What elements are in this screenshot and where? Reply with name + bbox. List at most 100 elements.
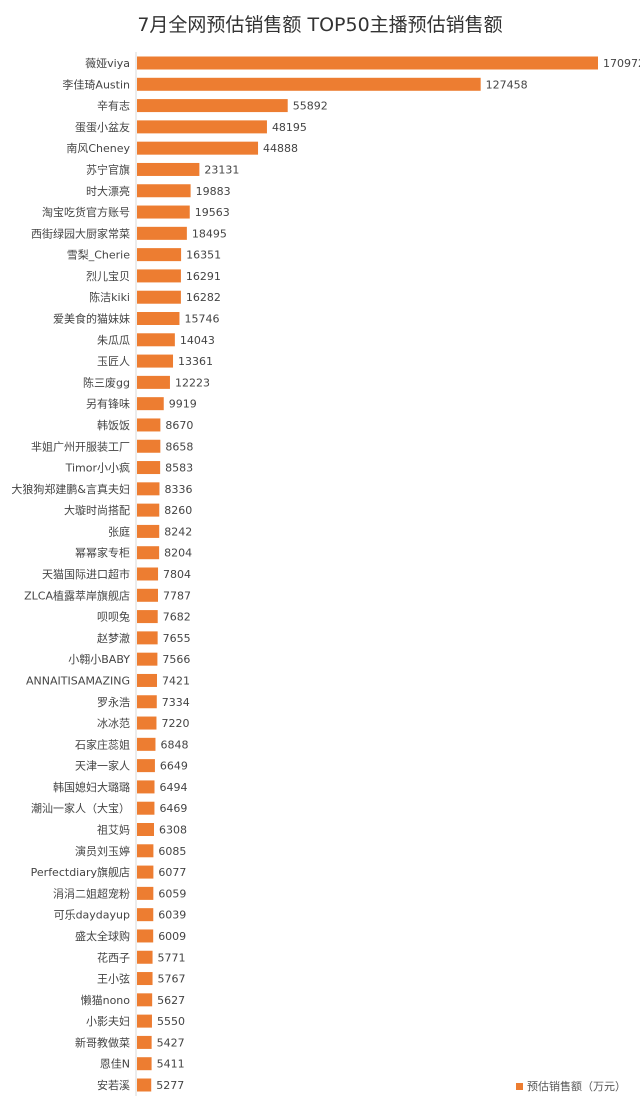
category-label: 烈儿宝贝 — [86, 269, 130, 283]
data-label: 5550 — [157, 1015, 185, 1028]
data-label: 6649 — [160, 760, 188, 773]
data-label: 8336 — [164, 483, 192, 496]
data-label: 55892 — [293, 100, 328, 113]
bar — [137, 461, 161, 475]
category-label: 罗永浩 — [97, 695, 130, 709]
category-label: 陈三废gg — [83, 375, 130, 389]
bar — [137, 993, 153, 1007]
category-label: 芈姐广州开服装工厂 — [31, 439, 130, 453]
bar — [137, 652, 158, 666]
category-label: 盛太全球购 — [75, 929, 130, 943]
data-label: 14043 — [180, 334, 215, 347]
category-label: 韩饭饭 — [97, 418, 130, 432]
category-label: 演员刘玉婷 — [75, 844, 130, 858]
data-label: 7566 — [162, 653, 190, 666]
bar — [137, 1057, 152, 1071]
data-label: 7334 — [162, 696, 190, 709]
bar — [137, 333, 175, 347]
category-label: 雪梨_Cherie — [67, 248, 130, 262]
bar — [137, 290, 181, 304]
category-label: 李佳琦Austin — [62, 77, 130, 91]
category-label: 呗呗兔 — [97, 610, 130, 624]
data-label: 9919 — [169, 398, 197, 411]
bar — [137, 269, 181, 283]
category-label: 陈洁kiki — [89, 290, 130, 304]
category-label: 另有锋味 — [86, 397, 130, 411]
category-label: 王小弦 — [97, 972, 130, 986]
data-label: 8658 — [165, 440, 193, 453]
category-label: 辛有志 — [97, 99, 130, 113]
data-label: 18495 — [192, 227, 227, 240]
bar — [137, 77, 481, 91]
category-label: ANNAITISAMAZING — [26, 674, 130, 687]
data-label: 6059 — [158, 887, 186, 900]
bar — [137, 1035, 152, 1049]
data-label: 7421 — [162, 674, 190, 687]
category-label: 天津一家人 — [75, 759, 130, 773]
data-label: 48195 — [272, 121, 307, 134]
bar — [137, 972, 153, 986]
bar — [137, 439, 161, 453]
bar — [137, 503, 160, 517]
legend-swatch — [516, 1082, 523, 1090]
data-label: 8670 — [165, 419, 193, 432]
data-label: 5627 — [157, 994, 185, 1007]
data-label: 16351 — [186, 249, 221, 262]
bar — [137, 1078, 152, 1092]
bar — [137, 759, 155, 773]
bar — [137, 610, 158, 624]
category-label: 朱瓜瓜 — [97, 334, 130, 347]
bar — [137, 418, 161, 432]
data-label: 13361 — [178, 355, 213, 368]
category-label: 新哥教做菜 — [75, 1035, 130, 1049]
data-label: 5277 — [156, 1079, 184, 1092]
bar — [137, 695, 157, 709]
bar — [137, 631, 158, 645]
data-label: 8583 — [165, 462, 193, 475]
category-label: Perfectdiary旗舰店 — [31, 865, 130, 879]
bar — [137, 929, 154, 943]
category-label: 幂幂家专柜 — [75, 546, 130, 560]
category-label: 可乐daydayup — [54, 909, 130, 922]
data-label: 8204 — [164, 547, 192, 560]
data-label: 7804 — [163, 568, 191, 581]
bar — [137, 823, 155, 836]
data-label: 16291 — [186, 270, 221, 283]
bar — [137, 673, 158, 687]
category-label: 大狼狗郑建鹏&言真夫妇 — [11, 482, 130, 496]
category-label: 安若溪 — [97, 1078, 130, 1092]
data-label: 5427 — [157, 1036, 185, 1049]
data-label: 19563 — [195, 206, 230, 219]
bar — [137, 524, 160, 538]
legend: 预估销售额（万元） — [516, 1078, 626, 1094]
category-label: Timor小小疯 — [65, 461, 130, 475]
data-label: 44888 — [263, 142, 298, 155]
data-label: 6848 — [160, 738, 188, 751]
bar — [137, 354, 174, 368]
bar — [137, 567, 159, 581]
legend-label: 预估销售额（万元） — [527, 1080, 626, 1093]
bar — [137, 780, 155, 794]
data-label: 12223 — [175, 376, 210, 389]
category-label: 蛋蛋小盆友 — [75, 120, 130, 134]
bar — [137, 908, 154, 922]
bar — [137, 482, 160, 496]
category-label: 时大漂亮 — [86, 184, 130, 198]
data-label: 15746 — [184, 313, 219, 326]
bar — [137, 1014, 152, 1028]
category-label: 淘宝吃货官方账号 — [42, 205, 130, 219]
bar — [137, 801, 155, 815]
data-label: 5771 — [158, 951, 186, 964]
category-label: 祖艾妈 — [97, 823, 130, 837]
bar — [137, 865, 154, 879]
data-label: 7682 — [163, 611, 191, 624]
data-label: 6077 — [158, 866, 186, 879]
bar — [137, 588, 158, 602]
category-label: 懒猫nono — [81, 993, 131, 1007]
category-label: 西街绿园大厨家常菜 — [31, 226, 130, 240]
category-label: 天猫国际进口超市 — [42, 567, 130, 581]
data-label: 5767 — [158, 973, 186, 986]
category-label: 花西子 — [97, 951, 130, 964]
bar — [137, 248, 182, 262]
